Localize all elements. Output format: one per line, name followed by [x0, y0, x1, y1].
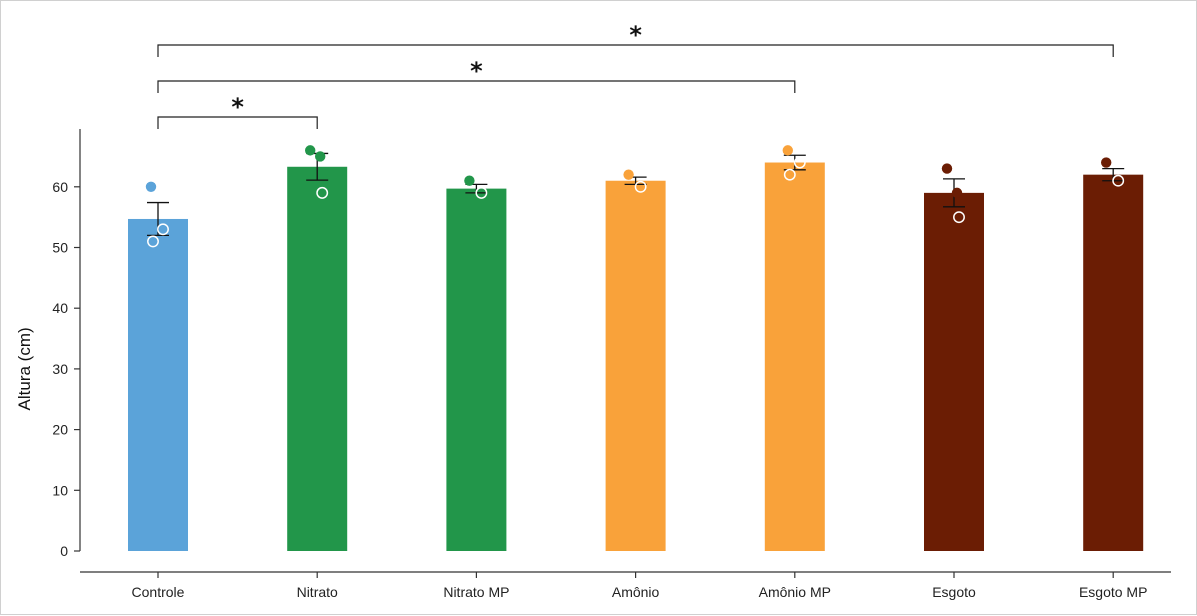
data-point-filled	[1101, 157, 1112, 168]
data-point-filled	[145, 181, 157, 192]
bar	[446, 188, 507, 551]
significance-star: *	[231, 93, 244, 121]
y-tick-label: 40	[52, 300, 68, 316]
y-axis-label: Altura (cm)	[15, 327, 34, 410]
y-tick-label: 20	[52, 422, 68, 438]
significance-bracket	[157, 116, 318, 129]
significance-bracket	[157, 80, 796, 93]
significance-star: *	[470, 57, 483, 85]
x-tick-label: Nitrato	[297, 584, 338, 600]
significance-star: *	[629, 21, 642, 49]
y-tick-label: 50	[52, 240, 68, 256]
x-tick-label: Amônio MP	[759, 584, 831, 600]
y-tick-label: 10	[52, 482, 68, 498]
bar	[287, 166, 348, 552]
bar	[924, 192, 984, 551]
data-point-open	[475, 186, 488, 199]
significance-bracket	[157, 44, 1114, 57]
data-point-filled	[951, 187, 963, 199]
bar	[764, 162, 825, 551]
data-point-filled	[941, 163, 953, 174]
data-point-open	[783, 168, 796, 181]
bar	[128, 218, 188, 551]
y-tick-label: 0	[60, 543, 68, 559]
data-point-open	[1112, 174, 1125, 187]
data-point-filled	[623, 169, 634, 180]
data-point-open	[147, 235, 159, 248]
x-tick-label: Amônio	[612, 584, 660, 600]
x-tick-label: Esgoto MP	[1079, 584, 1147, 600]
y-tick-label: 60	[52, 179, 68, 195]
data-point-filled	[782, 145, 793, 156]
x-tick-label: Controle	[132, 584, 185, 600]
bar	[1083, 174, 1144, 551]
y-tick-label: 30	[52, 361, 68, 377]
data-point-open	[634, 180, 647, 193]
data-point-filled	[464, 175, 475, 186]
x-tick-label: Esgoto	[932, 584, 976, 600]
x-tick-label: Nitrato MP	[443, 584, 509, 600]
data-point-open	[316, 186, 329, 199]
data-point-filled	[315, 151, 326, 162]
data-point-open	[953, 211, 965, 224]
bar	[605, 180, 666, 552]
data-point-filled	[305, 145, 316, 156]
data-point-open	[157, 223, 169, 236]
data-point-open	[793, 156, 806, 169]
